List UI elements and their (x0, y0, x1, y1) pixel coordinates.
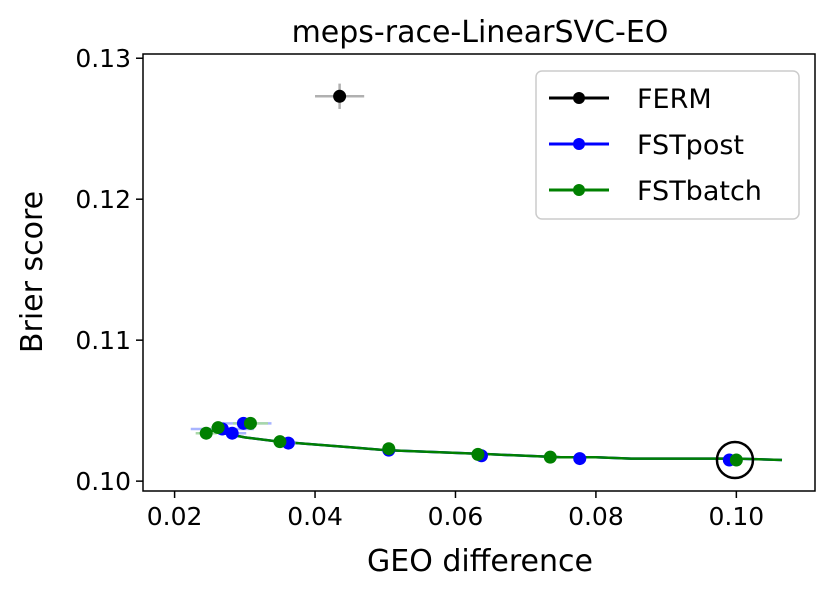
x-tick-label: 0.08 (568, 502, 624, 531)
data-points (199, 89, 743, 467)
legend-entry-ferm: FERM (549, 84, 712, 115)
point-fstbatch (199, 426, 213, 440)
point-ferm (333, 89, 347, 103)
point-fstbatch (471, 447, 485, 461)
axes-frame (142, 53, 816, 492)
legend-label-ferm: FERM (637, 84, 712, 115)
y-tick-label: 0.13 (75, 44, 131, 73)
x-tick-label: 0.10 (709, 502, 765, 531)
curves (209, 429, 783, 462)
highlight-circle (715, 440, 755, 480)
point-fstbatch (273, 435, 287, 449)
legend-box (535, 70, 800, 220)
point-fstbatch (382, 442, 396, 456)
legend-entry-fstpost: FSTpost (549, 130, 744, 161)
point-fstbatch (543, 450, 557, 464)
annotations (715, 440, 755, 480)
axes: 0.02 0.04 0.06 0.08 0.10 0.10 0.11 0.12 0.13 (75, 44, 816, 531)
FSTbatch-curve (209, 429, 783, 462)
point-fstbatch (243, 416, 257, 430)
y-tick-label: 0.11 (75, 326, 131, 355)
y-tick-label: 0.10 (75, 467, 131, 496)
x-tick-label: 0.04 (287, 502, 343, 531)
x-axis-title: GEO difference (367, 544, 593, 579)
legend-label-fstbatch: FSTbatch (637, 176, 762, 207)
chart-title: meps-race-LinearSVC-EO (292, 15, 669, 50)
x-tick-label: 0.06 (428, 502, 484, 531)
point-fstpost (225, 426, 239, 440)
legend-entry-fstbatch: FSTbatch (549, 176, 762, 207)
point-fstbatch (211, 421, 225, 435)
legend-label-fstpost: FSTpost (637, 130, 744, 161)
legend: FERM FSTpost FSTbatch (535, 70, 800, 220)
x-tick-label: 0.02 (147, 502, 203, 531)
point-fstpost (573, 452, 587, 466)
y-tick-label: 0.12 (75, 185, 131, 214)
y-axis-title: Brier score (15, 191, 50, 353)
point-fstbatch (729, 453, 743, 467)
